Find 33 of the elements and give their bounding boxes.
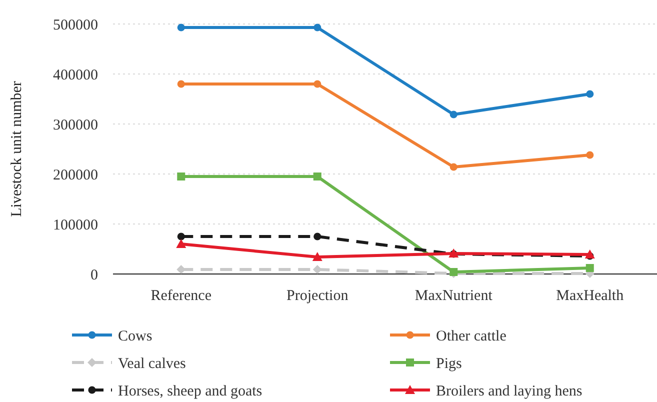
point	[314, 80, 322, 88]
legend-label: Broilers and laying hens	[436, 383, 582, 400]
point	[450, 110, 458, 118]
y-tick-label: 100000	[53, 217, 98, 234]
legend-label: Cows	[118, 328, 152, 344]
x-tick-label: Projection	[286, 288, 349, 304]
point	[176, 239, 186, 248]
y-tick-label: 300000	[53, 117, 98, 134]
y-tick-label: 500000	[53, 17, 98, 34]
legend-label: Pigs	[436, 356, 462, 372]
point	[177, 232, 185, 240]
point	[586, 151, 594, 159]
x-tick-label: MaxHealth	[556, 288, 624, 304]
point	[312, 252, 322, 261]
point	[177, 24, 185, 32]
point	[177, 80, 185, 88]
x-tick-label: MaxNutrient	[414, 288, 494, 304]
legend-label: Veal calves	[118, 356, 186, 372]
legend-label: Other cattle	[436, 328, 507, 344]
legend-label: Horses, sheep and goats	[118, 383, 262, 400]
y-tick-label: 200000	[53, 167, 98, 184]
point	[586, 90, 594, 98]
y-axis-title: Livestock unit number	[9, 81, 25, 217]
y-tick-label: 0	[90, 267, 98, 284]
point	[177, 172, 186, 180]
point	[314, 232, 322, 240]
point	[313, 172, 322, 180]
point	[450, 163, 458, 171]
y-tick-label: 400000	[53, 67, 98, 84]
point	[314, 24, 322, 32]
point	[586, 264, 594, 272]
x-tick-label: Reference	[150, 288, 212, 304]
point	[584, 250, 595, 258]
